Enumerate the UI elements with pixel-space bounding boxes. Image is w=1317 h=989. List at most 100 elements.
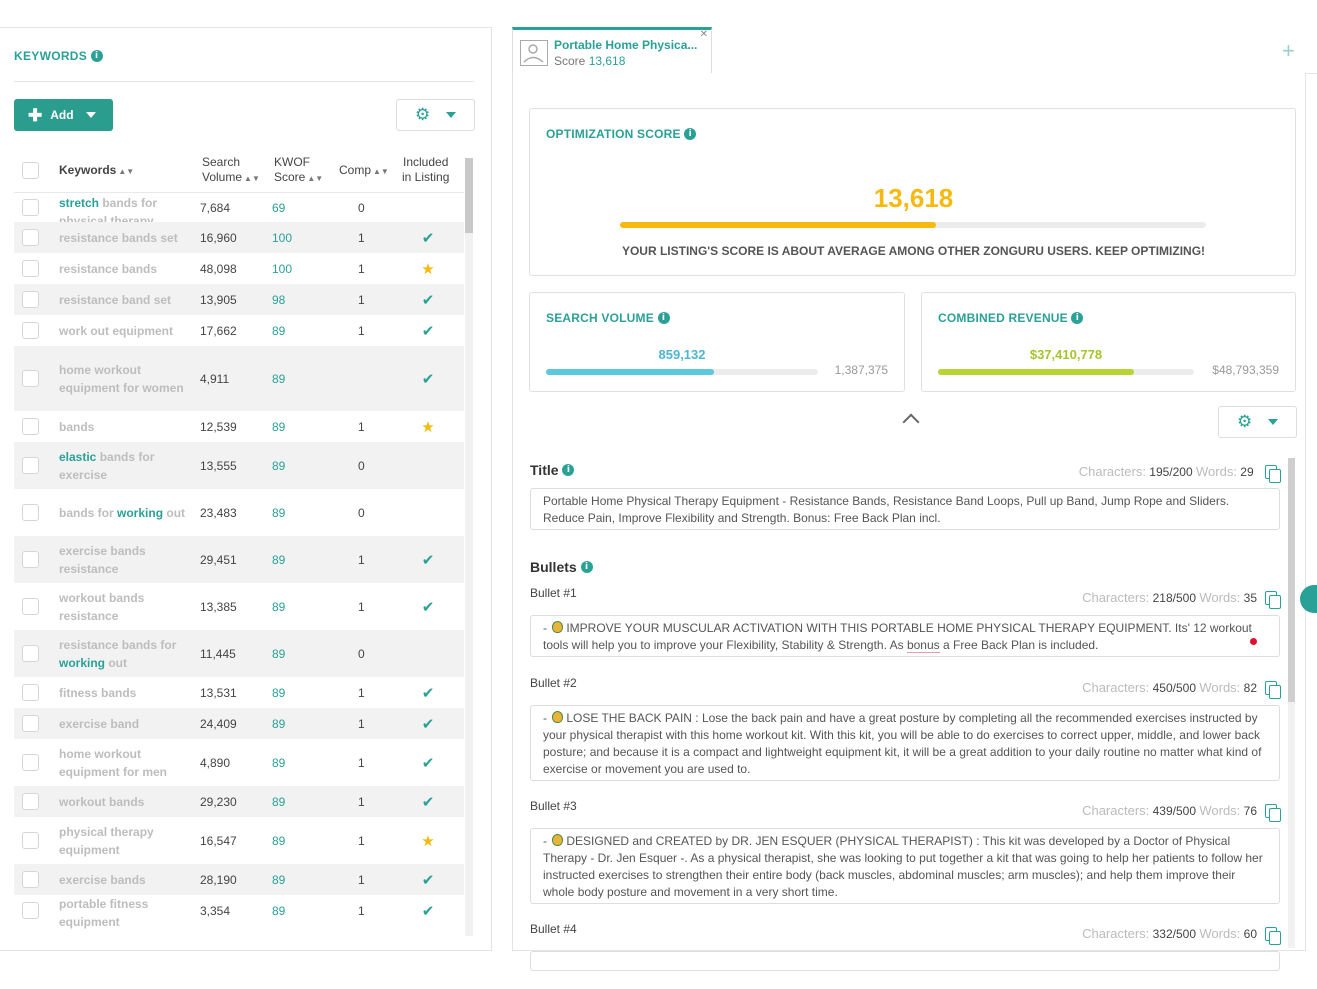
- comp-cell: 1: [358, 903, 365, 918]
- keyword-row[interactable]: home workout equipment for men 4,890 89 1 ✔: [14, 739, 464, 786]
- keyword-part: bands: [59, 419, 95, 434]
- check-icon: ✔: [421, 290, 435, 309]
- row-checkbox[interactable]: [22, 753, 39, 771]
- bullet-textarea[interactable]: [530, 951, 1280, 971]
- keyword-row[interactable]: home workout equipment for women 4,911 89 ✔: [14, 346, 464, 411]
- copy-icon[interactable]: [1265, 680, 1281, 699]
- keyword-row[interactable]: physical therapy equipment 16,547 89 1 ★: [14, 817, 464, 864]
- keyword-row[interactable]: resistance bands 48,098 100 1 ★: [14, 253, 464, 284]
- copy-icon[interactable]: [1265, 590, 1281, 609]
- row-checkbox[interactable]: [22, 870, 39, 888]
- comp-cell: 1: [358, 292, 365, 307]
- keyword-row[interactable]: workout bands resistance 13,385 89 1 ✔: [14, 583, 464, 630]
- title-textarea[interactable]: Portable Home Physical Therapy Equipment…: [530, 488, 1280, 530]
- row-checkbox[interactable]: [22, 417, 39, 435]
- row-checkbox[interactable]: [22, 228, 39, 246]
- info-icon[interactable]: i: [562, 464, 575, 477]
- bullet-textarea[interactable]: - LOSE THE BACK PAIN : Lose the back pai…: [530, 705, 1280, 781]
- keyword-text: resistance bands for working out: [59, 636, 189, 672]
- copy-icon[interactable]: [1265, 803, 1281, 822]
- info-icon[interactable]: i: [90, 49, 103, 62]
- bullet-textarea[interactable]: - DESIGNED and CREATED by DR. JEN ESQUER…: [530, 828, 1280, 904]
- column-kwof-score[interactable]: KWOF Score ▲▼: [274, 155, 323, 186]
- column-search-volume[interactable]: Search Volume ▲▼: [202, 155, 260, 186]
- row-checkbox[interactable]: [22, 831, 39, 849]
- keyword-row[interactable]: exercise band 24,409 89 1 ✔: [14, 708, 464, 739]
- bullet-text: IMPROVE YOUR MUSCULAR ACTIVATION WITH TH…: [543, 621, 1252, 652]
- keyword-row[interactable]: bands 12,539 89 1 ★: [14, 411, 464, 442]
- combined-revenue-heading: COMBINED REVENUE i: [938, 311, 1084, 325]
- keyword-row[interactable]: exercise bands resistance 29,451 89 1 ✔: [14, 536, 464, 583]
- copy-icon[interactable]: [1265, 464, 1281, 483]
- side-tab-handle[interactable]: [1300, 585, 1317, 613]
- column-kwof-line1: KWOF: [274, 155, 310, 169]
- row-checkbox[interactable]: [22, 199, 39, 216]
- keyword-row[interactable]: stretch bands for physical therapy 7,684 6…: [14, 194, 464, 228]
- settings-dropdown-button[interactable]: ⚙: [396, 99, 475, 131]
- info-icon[interactable]: i: [1071, 311, 1084, 324]
- bullet-meta: Characters: 450/500 Words: 82: [1082, 680, 1281, 699]
- row-checkbox[interactable]: [22, 714, 39, 732]
- keyword-row[interactable]: exercise bands 28,190 89 1 ✔: [14, 864, 464, 895]
- row-checkbox[interactable]: [22, 683, 39, 701]
- keywords-scrollbar-thumb[interactable]: [465, 158, 473, 233]
- column-keywords[interactable]: Keywords ▲▼: [59, 163, 134, 179]
- row-checkbox[interactable]: [22, 792, 39, 810]
- row-checkbox[interactable]: [22, 290, 39, 308]
- combined-revenue-value: $37,410,778: [1029, 347, 1103, 362]
- keyword-part: exercise bands: [59, 872, 146, 887]
- comp-cell: 0: [358, 201, 365, 215]
- listing-scrollbar[interactable]: [1288, 458, 1295, 948]
- combined-revenue-card: COMBINED REVENUE i $37,410,778 $48,793,3…: [921, 292, 1296, 392]
- kwof-score-cell: 89: [272, 458, 286, 473]
- info-icon[interactable]: i: [657, 311, 670, 324]
- keyword-row[interactable]: work out equipment 17,662 89 1 ✔: [14, 315, 464, 346]
- keyword-row[interactable]: workout bands 29,230 89 1 ✔: [14, 786, 464, 817]
- row-checkbox[interactable]: [22, 369, 39, 387]
- row-checkbox[interactable]: [22, 503, 39, 521]
- keyword-text: workout bands resistance: [59, 589, 189, 625]
- listing-tab[interactable]: Portable Home Physica... Score 13,618 ✕: [512, 27, 712, 74]
- keyword-row[interactable]: portable fitness equipment 3,354 89 1 ✔: [14, 895, 464, 929]
- listing-settings-dropdown-button[interactable]: ⚙: [1218, 406, 1297, 438]
- keyword-part: workout bands resistance: [59, 590, 145, 623]
- search-volume-cell: 24,409: [200, 716, 237, 731]
- keyword-row[interactable]: resistance bands for working out 11,445 89…: [14, 630, 464, 677]
- info-icon[interactable]: i: [684, 127, 697, 140]
- keyword-row[interactable]: fitness bands 13,531 89 1 ✔: [14, 677, 464, 708]
- words-label: Words:: [1196, 464, 1237, 479]
- add-keyword-button[interactable]: ✚ Add: [14, 99, 113, 131]
- row-checkbox[interactable]: [22, 321, 39, 339]
- select-all-checkbox[interactable]: [22, 162, 39, 179]
- search-volume-cell: 11,445: [200, 646, 236, 661]
- check-icon: ✔: [421, 228, 435, 247]
- keyword-row[interactable]: bands for working out 23,483 89 0: [14, 489, 464, 536]
- row-checkbox[interactable]: [22, 644, 39, 662]
- kwof-score-cell: 89: [272, 371, 286, 386]
- listing-scrollbar-thumb[interactable]: [1288, 458, 1295, 702]
- copy-icon[interactable]: [1265, 926, 1281, 945]
- keyword-text: exercise bands resistance: [59, 542, 189, 578]
- row-checkbox[interactable]: [22, 901, 39, 919]
- info-icon[interactable]: i: [580, 561, 593, 574]
- comp-cell: 1: [358, 261, 365, 276]
- column-comp[interactable]: Comp ▲▼: [339, 163, 389, 179]
- keyword-row[interactable]: resistance bands set 16,960 100 1 ✔: [14, 222, 464, 253]
- keyword-row[interactable]: elastic bands for exercise 13,555 89 0: [14, 442, 464, 489]
- row-checkbox[interactable]: [22, 550, 39, 568]
- emoji-icon: [552, 834, 564, 846]
- words-label: Words:: [1199, 680, 1241, 695]
- row-checkbox[interactable]: [22, 597, 39, 615]
- add-tab-icon[interactable]: +: [1282, 38, 1295, 63]
- row-checkbox[interactable]: [22, 456, 39, 474]
- row-checkbox[interactable]: [22, 259, 39, 277]
- search-volume-progress-fill: [546, 369, 715, 375]
- keywords-scrollbar[interactable]: [465, 158, 473, 936]
- bullet-textarea[interactable]: - IMPROVE YOUR MUSCULAR ACTIVATION WITH …: [530, 615, 1280, 657]
- check-icon: ✔: [421, 321, 435, 340]
- close-icon[interactable]: ✕: [699, 29, 708, 40]
- kwof-score-cell: 89: [272, 755, 286, 770]
- keyword-text: exercise band: [59, 715, 189, 733]
- keyword-row[interactable]: resistance band set 13,905 98 1 ✔: [14, 284, 464, 315]
- kwof-score-cell: 89: [272, 872, 286, 887]
